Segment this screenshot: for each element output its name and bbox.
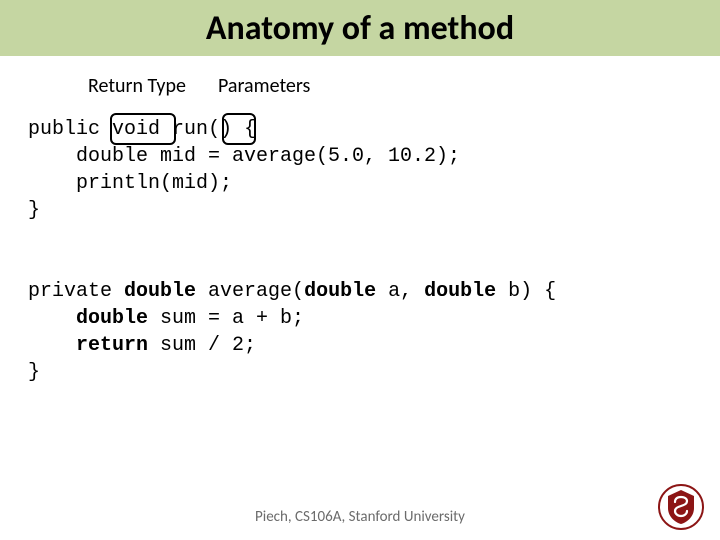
code-block2-line4: } [28, 359, 720, 386]
code-block1-line4: } [28, 197, 720, 224]
title-bar: Anatomy of a method [0, 0, 720, 56]
code-block1-line1: public void run() { [28, 116, 720, 143]
stanford-logo-icon [656, 482, 706, 532]
kw-double: double [124, 280, 196, 303]
label-return-type: Return Type [88, 74, 186, 98]
kw-double: double [304, 280, 376, 303]
code-block2-line1: private double average(double a, double … [28, 278, 720, 305]
kw-public: public [28, 118, 112, 141]
label-parameters: Parameters [218, 74, 310, 98]
code-block2-line2: double sum = a + b; [28, 305, 720, 332]
kw-double: double [76, 307, 148, 330]
page-title: Anatomy of a method [206, 8, 514, 49]
footer-text: Piech, CS106A, Stanford University [0, 508, 720, 526]
code-area: public void run() { double mid = average… [0, 106, 720, 386]
kw-double: double [424, 280, 496, 303]
kw-return: return [76, 334, 148, 357]
code-block1-line2: double mid = average(5.0, 10.2); [28, 143, 720, 170]
kw-private: private [28, 280, 124, 303]
code-block1-line3: println(mid); [28, 170, 720, 197]
code-block2-line3: return sum / 2; [28, 332, 720, 359]
method-name-run: run [172, 118, 208, 141]
kw-void: void [112, 118, 160, 141]
code-gap [28, 224, 720, 278]
labels-row: Return Type Parameters [0, 56, 720, 106]
parens: () [208, 118, 232, 141]
